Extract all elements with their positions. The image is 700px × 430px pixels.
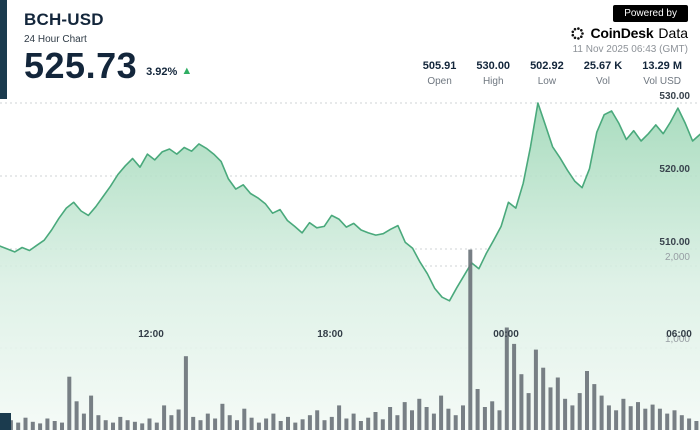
- price-tick-530: 530.00: [659, 91, 690, 102]
- timestamp: 11 Nov 2025 06:43 (GMT): [572, 44, 688, 55]
- stat-open-label: Open: [427, 76, 452, 87]
- stat-low-value: 502.92: [530, 60, 564, 72]
- powered-by-badge: Powered by: [613, 5, 688, 22]
- coindesk-logo-icon: [571, 26, 585, 40]
- brand-name-light: Data: [658, 25, 688, 41]
- price-row: 525.73 3.92% ▲: [24, 47, 192, 85]
- header-right: Powered by CoinDesk Data 11 Nov 2025 06:…: [570, 5, 688, 55]
- change-percent: 3.92%: [146, 65, 178, 78]
- time-tick-1200: 12:00: [138, 329, 164, 340]
- time-tick-1800: 18:00: [317, 329, 343, 340]
- price-tick-510: 510.00: [659, 237, 690, 248]
- coindesk-data-logo[interactable]: CoinDesk Data: [570, 25, 688, 41]
- stat-vol-usd: 13.29 M Vol USD: [632, 60, 692, 87]
- left-edge-decor-top: [0, 0, 7, 99]
- stat-vol: 25.67 K Vol: [574, 60, 633, 87]
- change-block: 3.92% ▲: [146, 66, 192, 78]
- brand-name-bold: CoinDesk: [590, 25, 654, 41]
- stat-vol-usd-value: 13.29 M: [642, 60, 682, 72]
- time-tick-0000: 00:00: [493, 329, 519, 340]
- stat-vol-label: Vol: [596, 76, 610, 87]
- volume-tick-2000: 2,000: [664, 252, 690, 263]
- stat-open: 505.91 Open: [413, 60, 467, 87]
- stat-high-value: 530.00: [476, 60, 511, 72]
- price-tick-520: 520.00: [659, 164, 690, 175]
- pair-title: BCH-USD: [24, 10, 104, 29]
- stats-row: 505.91 Open 530.00 High 502.92 Low 25.67…: [413, 60, 692, 87]
- volume-tick-1000: 1,000: [664, 334, 690, 345]
- current-price: 525.73: [24, 45, 138, 86]
- stat-open-value: 505.91: [422, 60, 457, 72]
- stat-low-label: Low: [537, 76, 557, 87]
- left-edge-decor-bottom: [0, 413, 11, 430]
- stat-vol-usd-label: Vol USD: [643, 76, 682, 87]
- stat-vol-value: 25.67 K: [583, 60, 623, 72]
- time-tick-0600: 06:00: [666, 329, 692, 340]
- stat-high: 530.00 High: [466, 60, 520, 87]
- header-left: BCH-USD 24 Hour Chart 525.73 3.92% ▲: [24, 10, 192, 85]
- chart-range-label: 24 Hour Chart: [24, 34, 87, 45]
- stat-high-label: High: [482, 76, 504, 87]
- up-arrow-icon: ▲: [181, 65, 193, 78]
- stat-low: 502.92 Low: [520, 60, 574, 87]
